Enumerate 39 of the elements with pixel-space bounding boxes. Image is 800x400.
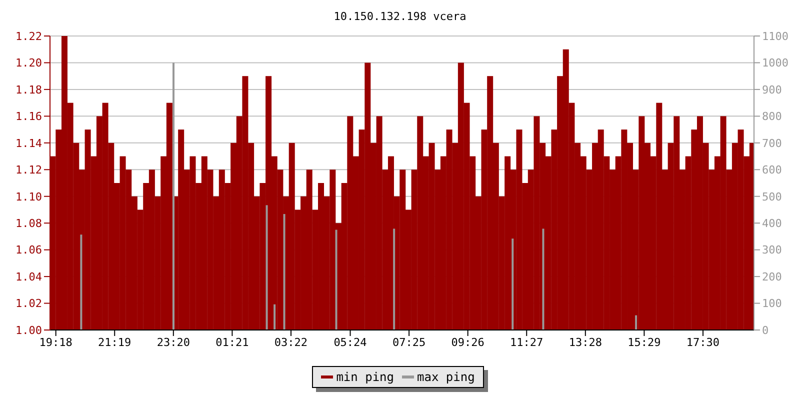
y2-tick-label: 300 (762, 244, 782, 257)
x-tick-label: 21:19 (98, 336, 132, 349)
x-tick-label: 07:25 (392, 336, 426, 349)
x-tick-label: 15:29 (628, 336, 661, 349)
y2-tick-label: 600 (762, 164, 782, 177)
legend-label: min ping (336, 370, 394, 384)
y2-tick-label: 1100 (762, 30, 788, 43)
y-tick-label: 1.00 (16, 324, 42, 337)
y2-tick-label: 900 (762, 83, 782, 96)
x-tick-label: 23:20 (156, 336, 190, 349)
x-tick-label: 01:21 (216, 336, 249, 349)
y-tick-label: 1.08 (16, 216, 42, 230)
y-tick-label: 1.10 (16, 190, 42, 204)
y-tick-label: 1.04 (16, 270, 42, 284)
y-tick-label: 1.14 (16, 136, 42, 150)
y-tick-label: 1.22 (16, 30, 42, 43)
legend-label: max ping (417, 370, 475, 384)
y-tick-label: 1.02 (16, 297, 42, 310)
x-tick-label: 03:22 (274, 336, 308, 349)
x-tick-label: 09:26 (451, 336, 484, 349)
y2-tick-label: 700 (762, 136, 782, 150)
chart-title: 10.150.132.198 vcera (332, 9, 468, 25)
y-tick-label: 1.12 (16, 164, 42, 177)
x-tick-label: 11:27 (510, 336, 544, 349)
y2-tick-label: 800 (762, 110, 782, 124)
y2-tick-label: 100 (762, 297, 782, 310)
y2-tick-label: 1000 (762, 56, 788, 70)
y-tick-label: 1.16 (16, 110, 42, 124)
y-tick-label: 1.06 (16, 244, 42, 257)
x-tick-label: 17:30 (686, 336, 720, 349)
y2-tick-label: 500 (762, 190, 782, 204)
y-tick-label: 1.18 (16, 83, 42, 96)
x-tick-label: 13:28 (568, 336, 602, 349)
y2-tick-label: 200 (762, 270, 782, 284)
x-tick-label: 05:24 (334, 336, 368, 349)
y-tick-label: 1.20 (16, 56, 42, 70)
y2-tick-label: 0 (762, 324, 769, 337)
x-tick-label: 19:18 (39, 336, 72, 349)
y2-tick-label: 400 (762, 216, 782, 230)
